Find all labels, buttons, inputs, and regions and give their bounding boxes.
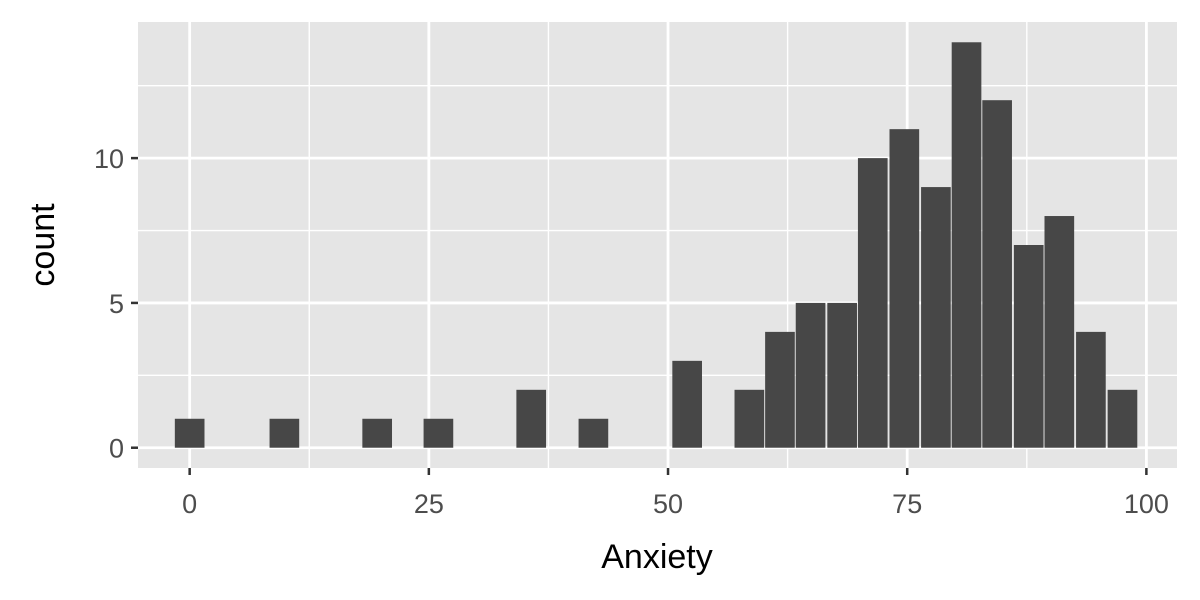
histogram-bar — [516, 389, 547, 448]
histogram-bar — [1044, 216, 1075, 448]
histogram-bar — [765, 331, 795, 448]
histogram-bar — [269, 418, 300, 448]
y-axis-title: count — [24, 203, 62, 287]
histogram-bar — [1076, 331, 1106, 448]
x-tick-label: 75 — [892, 489, 922, 519]
x-tick-label: 25 — [414, 489, 444, 519]
histogram-bar — [827, 302, 857, 448]
histogram-bar — [362, 418, 393, 448]
histogram-bar — [982, 100, 1012, 448]
y-axis-ticks: 0 5 10 — [94, 144, 138, 464]
x-tick-label: 0 — [182, 489, 197, 519]
histogram-bars — [174, 42, 1138, 448]
histogram-bar — [174, 418, 205, 448]
histogram-bar — [423, 418, 454, 448]
histogram-bar — [578, 418, 609, 448]
histogram-bar — [795, 302, 826, 448]
y-tick-label: 5 — [109, 289, 124, 319]
x-axis-title: Anxiety — [601, 538, 713, 576]
histogram-bar — [921, 187, 951, 448]
histogram-bar — [1107, 389, 1138, 448]
y-tick-label: 0 — [109, 434, 124, 464]
x-tick-label: 100 — [1124, 489, 1169, 519]
histogram-bar — [672, 360, 702, 448]
y-tick-label: 10 — [94, 144, 124, 174]
histogram-bar — [889, 129, 920, 448]
histogram-bar — [734, 389, 765, 448]
histogram-bar — [857, 158, 888, 448]
x-axis-ticks: 0 25 50 75 100 — [182, 468, 1169, 519]
histogram-bar — [1013, 245, 1044, 448]
x-tick-label: 50 — [653, 489, 683, 519]
histogram-bar — [951, 42, 982, 448]
